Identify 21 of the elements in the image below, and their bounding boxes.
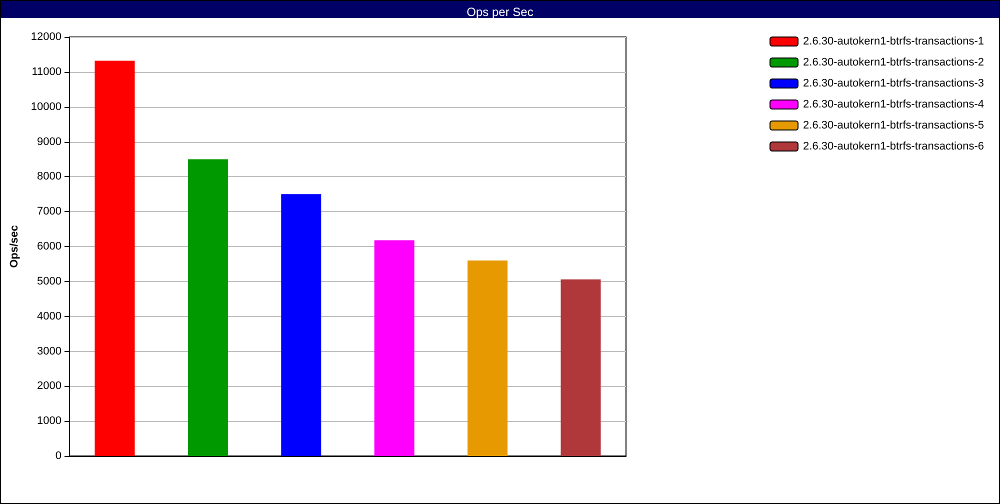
y-tick-label: 0: [55, 450, 62, 462]
y-axis-title: Ops/sec: [8, 225, 20, 268]
y-tick-label: 4000: [37, 310, 62, 322]
chart-title: Ops per Sec: [466, 5, 534, 19]
legend-label: 2.6.30-autokern1-btrfs-transactions-4: [803, 98, 984, 110]
y-tick-label: 12000: [30, 31, 62, 43]
y-tick-label: 8000: [37, 170, 62, 183]
y-tick-label: 9000: [37, 136, 62, 148]
legend-label: 2.6.30-autokern1-btrfs-transactions-3: [803, 78, 984, 90]
legend-label: 2.6.30-autokern1-btrfs-transactions-6: [803, 140, 984, 152]
y-tick-label: 2000: [37, 380, 62, 392]
legend-label: 2.6.30-autokern1-btrfs-transactions-1: [803, 36, 984, 48]
legend-label: 2.6.30-autokern1-btrfs-transactions-2: [803, 56, 984, 68]
y-tick-label: 11000: [32, 66, 62, 78]
y-tick-label: 1000: [37, 415, 62, 428]
y-tick-label: 3000: [37, 345, 62, 358]
y-tick-label: 10000: [30, 100, 62, 113]
y-tick-label: 6000: [37, 240, 62, 252]
legend-label: 2.6.30-autokern1-btrfs-transactions-5: [803, 120, 984, 132]
y-tick-label: 5000: [37, 275, 62, 288]
y-tick-label: 7000: [37, 206, 62, 218]
